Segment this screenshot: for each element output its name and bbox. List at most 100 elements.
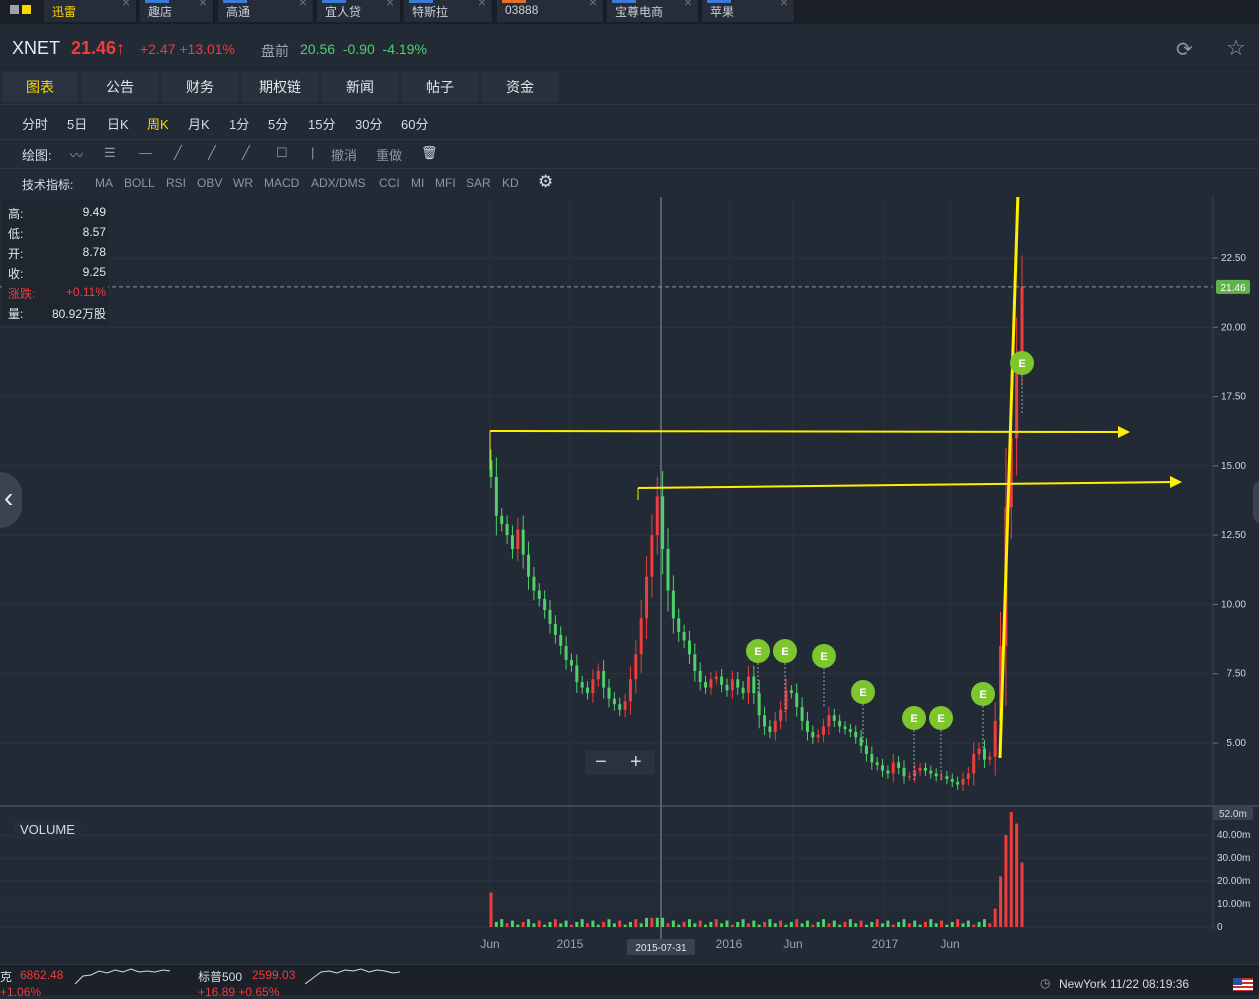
close-icon[interactable]: × [298,0,307,10]
period-daily[interactable]: 日K [107,117,129,132]
candle-body [591,679,595,694]
indicator-wr[interactable]: WR [233,176,253,190]
volume-bar [494,921,498,927]
candle-body [693,654,697,671]
zoom-out-button[interactable]: − [595,751,607,773]
tab-qualcomm[interactable]: 高通 × [218,0,314,22]
tab-options[interactable]: 期权链 [242,72,318,102]
tab-capital[interactable]: 资金 [482,72,558,102]
volume-bar [628,921,632,927]
segment-tool-icon[interactable]: ╱ [242,145,250,160]
indicator-kd[interactable]: KD [502,176,519,190]
tab-03888[interactable]: 03888 × [497,0,604,22]
close-icon[interactable]: × [779,0,788,10]
ray-tool-icon[interactable]: ╱ [208,145,216,160]
period-5d[interactable]: 5日 [67,117,88,132]
window-controls[interactable] [8,3,34,15]
earnings-marker-label: E [754,646,761,658]
volume-bar [993,908,997,927]
tab-posts[interactable]: 帖子 [402,72,478,102]
volume-bar [972,924,976,927]
tab-news[interactable]: 新闻 [322,72,398,102]
close-icon[interactable]: × [385,0,394,10]
up-arrow-icon: ↑ [116,38,126,58]
indicator-boll[interactable]: BOLL [124,176,155,190]
tab-yirendai[interactable]: 宜人贷 × [317,0,401,22]
volume-bar [811,924,815,927]
volume-bar [559,923,563,927]
volume-bar [693,923,697,927]
period-15min[interactable]: 15分 [308,117,336,132]
indicator-macd[interactable]: MACD [264,176,300,190]
gear-icon[interactable]: ⚙ [538,172,554,191]
candle-body [500,515,504,525]
volume-bar [725,920,729,927]
volume-bar [940,920,944,927]
volume-bar [768,919,772,927]
volume-bar [591,920,595,927]
tab-qudian[interactable]: 趣店 × [140,0,214,22]
tab-announcements[interactable]: 公告 [82,72,158,102]
volume-bar [671,920,675,927]
trash-icon[interactable]: 🗑 [421,145,438,160]
channel-tool-icon[interactable]: ☰ [104,145,116,160]
volume-bar [891,924,895,927]
indicator-obv[interactable]: OBV [197,176,223,190]
period-1min[interactable]: 1分 [229,117,250,132]
vol-tick-label: 10.00m [1217,899,1250,910]
period-5min[interactable]: 5分 [268,117,289,132]
tab-financials[interactable]: 财务 [162,72,238,102]
scroll-right-button[interactable] [1253,480,1259,524]
candle-body [950,779,954,782]
close-icon[interactable]: × [198,0,207,10]
volume-bar [966,920,970,927]
index2-change: +16.89 +0.65% [198,985,280,999]
tab-label: 苹果 [710,5,735,19]
tab-apple[interactable]: 苹果 × [702,0,795,22]
period-30min[interactable]: 30分 [355,117,383,132]
candle-body [564,646,568,660]
close-icon[interactable]: × [121,0,130,10]
indicator-adx[interactable]: ADX/DMS [311,176,366,190]
indicator-sar[interactable]: SAR [466,176,491,190]
redo-button[interactable]: 重做 [376,148,403,163]
us-flag-icon [1233,978,1253,991]
indicator-rsi[interactable]: RSI [166,176,187,190]
period-60min[interactable]: 60分 [401,117,429,132]
candle-body [768,726,772,732]
tab-chart[interactable]: 图表 [2,72,78,102]
hline-tool-icon[interactable]: — [139,145,152,160]
candle-body [516,529,520,549]
period-weekly[interactable]: 周K [147,117,169,132]
earnings-marker [773,639,797,663]
zoom-in-button[interactable]: + [630,751,642,773]
volume-bar [543,924,547,927]
tab-baozun[interactable]: 宝尊电商 × [607,0,699,22]
line-tool-icon[interactable]: ╱ [174,145,182,160]
volume-bar [779,920,783,927]
close-icon[interactable]: × [588,0,597,10]
volume-bar [816,921,820,927]
rect-tool-icon[interactable]: ☐ [276,145,288,160]
indicators-label: 技术指标: [22,178,74,192]
volume-bar [575,921,579,927]
refresh-icon[interactable]: ⟳ [1176,39,1193,61]
close-icon[interactable]: × [477,0,486,10]
indicator-mfi[interactable]: MFI [435,176,456,190]
undo-button[interactable]: 撤消 [331,148,358,163]
indicator-cci[interactable]: CCI [379,176,400,190]
period-monthly[interactable]: 月K [188,117,210,132]
period-intraday[interactable]: 分时 [22,117,49,132]
last-price: 21.46↑ [71,38,126,58]
star-icon[interactable]: ☆ [1226,35,1246,60]
indicator-ma[interactable]: MA [95,176,113,190]
candlestick-chart[interactable]: 21.46 2015-07-31 E E E E E E E E 5.00 7.50 10.00 12.… [0,197,1259,962]
close-icon[interactable]: × [683,0,692,10]
volume-bar [564,920,568,927]
polyline-tool-icon[interactable]: 〰 [70,148,84,163]
tab-xunlei[interactable]: 迅雷 × [44,0,137,22]
scroll-left-button[interactable]: ‹ [0,472,22,528]
candle-body [580,682,584,688]
tab-tesla[interactable]: 特斯拉 × [404,0,493,22]
indicator-mi[interactable]: MI [411,176,425,190]
